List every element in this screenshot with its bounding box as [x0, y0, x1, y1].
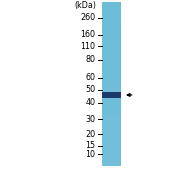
- Text: 20: 20: [85, 130, 96, 139]
- Text: 15: 15: [85, 141, 96, 150]
- Text: 40: 40: [86, 98, 96, 107]
- Text: 110: 110: [81, 42, 96, 51]
- Text: 50: 50: [85, 85, 96, 94]
- Bar: [102, 2, 121, 166]
- Text: 30: 30: [86, 115, 96, 124]
- Text: 60: 60: [86, 73, 96, 82]
- Text: 80: 80: [86, 55, 96, 65]
- Bar: [102, 92, 121, 98]
- Text: 160: 160: [81, 30, 96, 39]
- Text: 260: 260: [81, 13, 96, 22]
- Text: 10: 10: [86, 150, 96, 159]
- Text: (kDa): (kDa): [75, 1, 96, 10]
